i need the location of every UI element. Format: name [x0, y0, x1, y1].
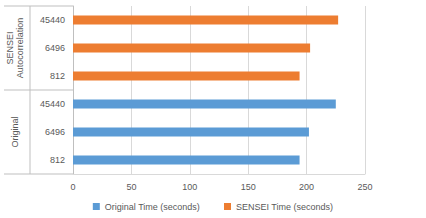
svg-text:SENSEI: SENSEI: [5, 31, 15, 64]
svg-text:812: 812: [50, 71, 65, 81]
svg-text:Original: Original: [10, 116, 20, 147]
svg-text:SENSEI Time (seconds): SENSEI Time (seconds): [236, 202, 333, 212]
svg-text:100: 100: [182, 182, 197, 192]
svg-text:Original Time (seconds): Original Time (seconds): [105, 202, 200, 212]
svg-text:0: 0: [70, 182, 75, 192]
svg-text:250: 250: [357, 182, 372, 192]
svg-text:150: 150: [241, 182, 256, 192]
svg-text:200: 200: [299, 182, 314, 192]
svg-text:Autocorrelation: Autocorrelation: [15, 18, 25, 79]
svg-text:50: 50: [126, 182, 136, 192]
svg-text:812: 812: [50, 155, 65, 165]
svg-text:45440: 45440: [40, 99, 65, 109]
svg-text:6496: 6496: [45, 43, 65, 53]
svg-text:45440: 45440: [40, 15, 65, 25]
svg-text:6496: 6496: [45, 127, 65, 137]
